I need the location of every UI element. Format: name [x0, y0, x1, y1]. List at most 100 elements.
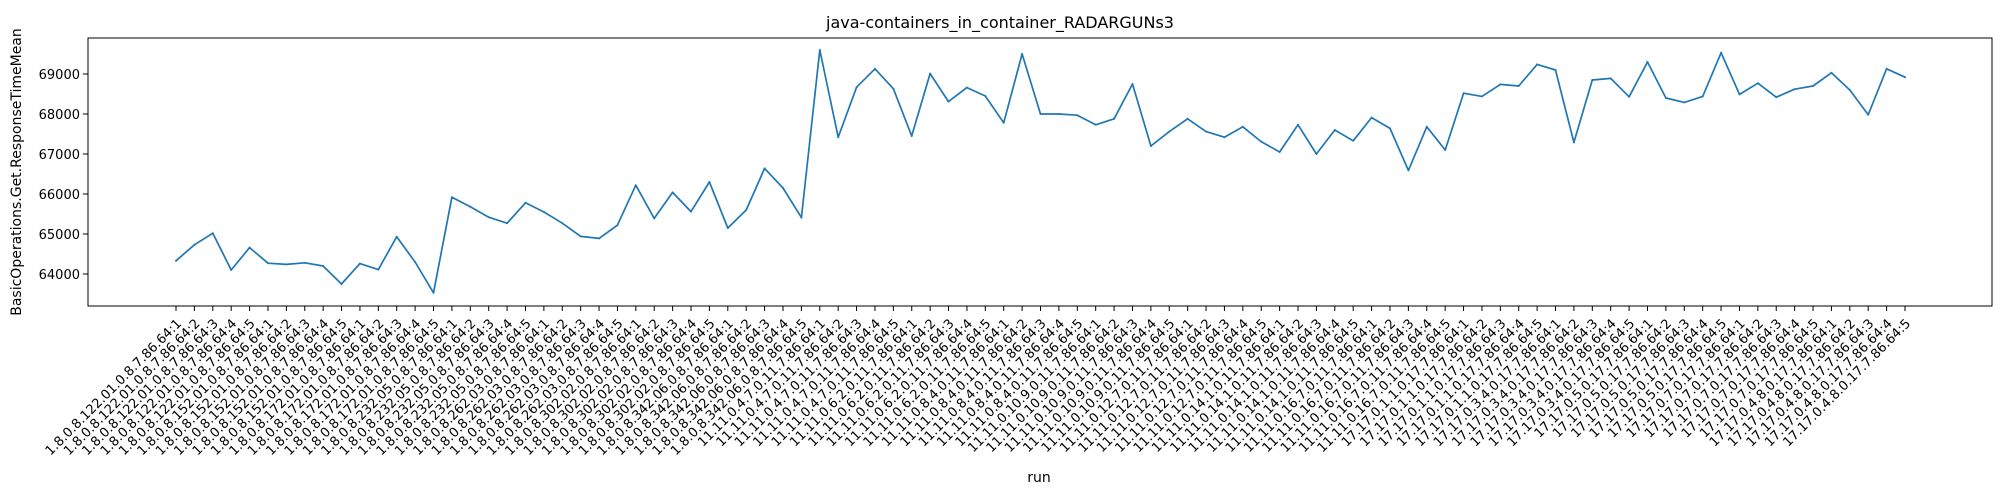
data-point — [1812, 85, 1814, 87]
data-point — [1572, 141, 1575, 144]
data-point — [1646, 61, 1649, 63]
data-point — [248, 246, 251, 249]
data-point — [1223, 136, 1226, 139]
data-point — [1407, 169, 1410, 172]
data-point — [1517, 85, 1520, 87]
y-tick-label: 68000 — [39, 108, 80, 123]
data-point — [1554, 69, 1557, 71]
data-point — [818, 49, 821, 51]
x-axis-label: run — [1027, 470, 1051, 486]
data-point — [1664, 97, 1667, 99]
data-point — [965, 86, 968, 89]
y-tick-label: 64000 — [39, 268, 80, 283]
data-point — [984, 95, 987, 97]
data-point — [1444, 149, 1447, 151]
data-point — [855, 86, 858, 89]
data-point — [211, 232, 214, 235]
data-point — [267, 262, 269, 265]
data-point — [340, 283, 343, 285]
data-point — [1499, 83, 1502, 86]
data-point — [285, 263, 288, 266]
data-point — [1683, 101, 1686, 104]
data-point — [524, 201, 527, 204]
data-point — [1480, 95, 1483, 98]
data-point — [1867, 113, 1870, 116]
data-point — [892, 87, 895, 90]
data-point — [874, 67, 876, 70]
chart-title: java-containers_in_container_RADARGUNs3 — [825, 13, 1174, 33]
data-point — [1149, 145, 1152, 147]
data-point — [1848, 89, 1851, 91]
data-point — [377, 268, 380, 271]
data-point — [432, 291, 435, 294]
data-point — [414, 261, 417, 263]
data-point — [1536, 63, 1539, 66]
data-point — [708, 181, 711, 183]
plot-frame — [87, 37, 1993, 307]
y-axis: 64000 65000 66000 67000 68000 69000 — [39, 68, 88, 283]
data-point — [1370, 116, 1373, 119]
x-axis: 1.8.0.8.122.01.0.8.7.86.64:11.8.0.8.122.… — [43, 306, 1914, 459]
data-point — [910, 135, 913, 137]
data-point — [1830, 71, 1833, 74]
data-point — [1701, 95, 1704, 98]
data-point — [561, 222, 564, 225]
data-point — [1333, 129, 1336, 131]
data-point — [763, 167, 766, 170]
data-points — [175, 49, 1906, 294]
data-point — [1260, 140, 1263, 143]
data-point — [1205, 130, 1207, 133]
data-point — [1352, 139, 1355, 142]
data-point — [322, 265, 325, 267]
data-point — [745, 209, 748, 211]
data-point — [579, 235, 582, 238]
data-point — [1278, 151, 1281, 153]
data-point — [358, 262, 361, 265]
data-point — [395, 235, 398, 238]
data-point — [487, 216, 490, 219]
data-point — [1462, 92, 1465, 95]
data-point — [671, 191, 674, 194]
data-point — [800, 216, 803, 219]
data-point — [469, 205, 472, 208]
data-point — [1021, 53, 1024, 55]
data-point — [1002, 121, 1005, 124]
data-point — [1591, 79, 1594, 81]
y-tick-label: 66000 — [39, 188, 80, 203]
data-point — [1738, 93, 1741, 96]
data-point — [1168, 130, 1171, 133]
data-point — [1720, 51, 1723, 54]
data-point — [1885, 67, 1888, 70]
data-point — [506, 222, 509, 225]
y-axis-label: BasicOperations.Get.ResponseTimeMean — [9, 28, 25, 316]
data-point — [1315, 153, 1318, 155]
data-point — [634, 184, 637, 187]
y-tick-label: 67000 — [39, 148, 80, 163]
data-point — [690, 210, 692, 213]
data-point — [616, 224, 619, 227]
data-point — [1039, 113, 1042, 115]
data-point — [598, 237, 601, 240]
data-point — [1113, 117, 1116, 120]
data-point — [1057, 113, 1060, 115]
data-point — [782, 187, 784, 189]
data-point — [1775, 96, 1778, 99]
data-point — [1076, 114, 1079, 117]
data-point — [837, 136, 840, 139]
data-point — [1904, 76, 1906, 79]
data-point — [1241, 125, 1244, 128]
data-point — [1389, 127, 1391, 130]
data-point — [1628, 95, 1631, 98]
data-point — [193, 243, 196, 246]
y-tick-label: 65000 — [39, 228, 80, 243]
data-point — [1297, 123, 1299, 126]
data-point — [1094, 123, 1097, 126]
y-tick-label: 69000 — [39, 68, 80, 83]
data-point — [303, 261, 306, 264]
data-point — [450, 196, 453, 199]
data-point — [929, 72, 932, 75]
data-point — [1425, 125, 1428, 128]
data-point — [726, 227, 729, 229]
